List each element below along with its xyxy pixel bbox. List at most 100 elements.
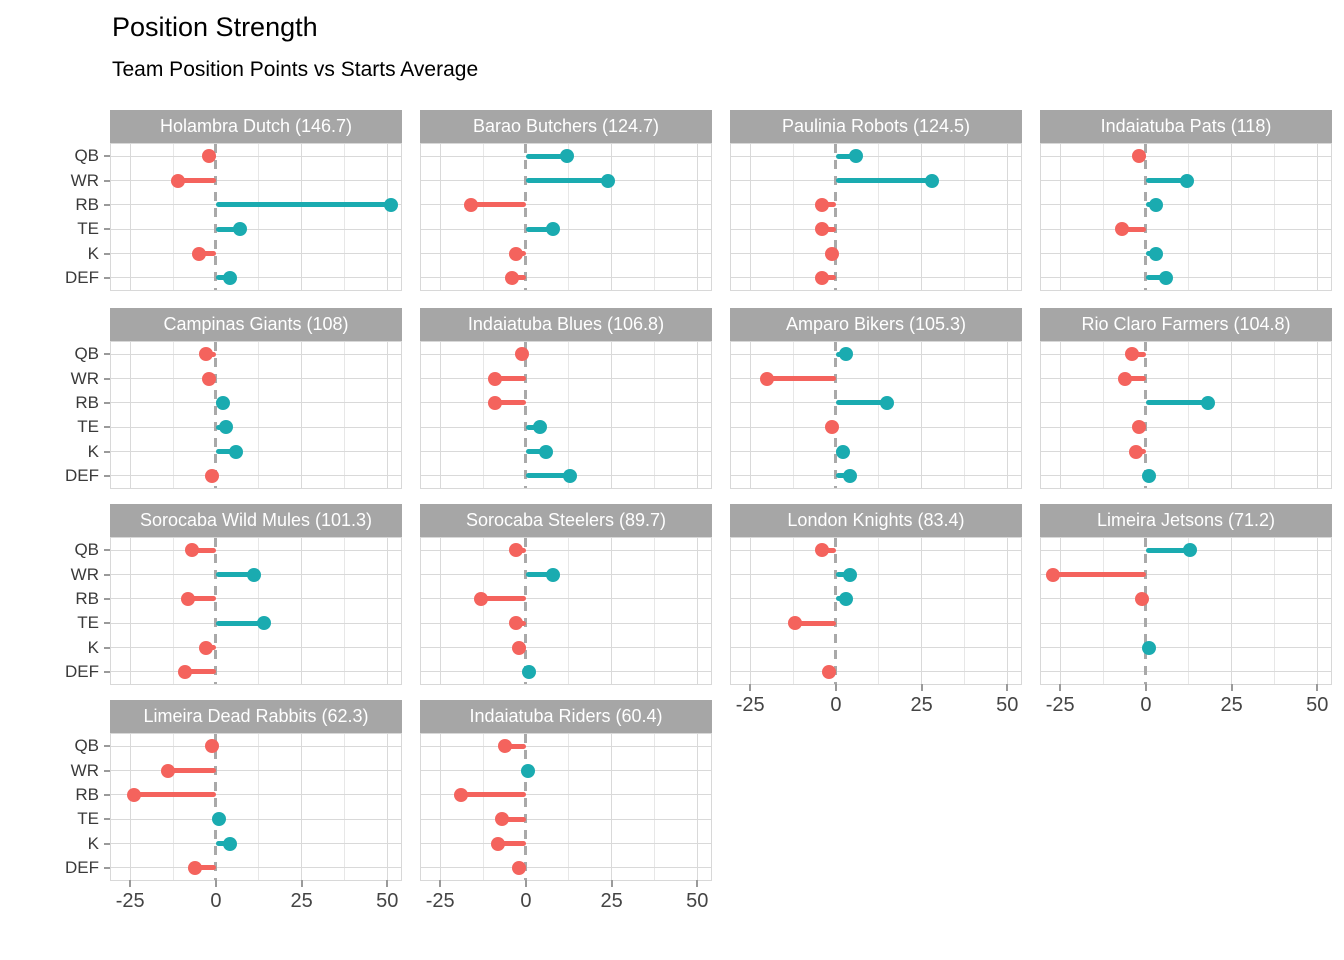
gridline-horizontal	[1041, 451, 1331, 452]
lollipop-stem	[822, 547, 836, 553]
gridline-major-vertical	[1059, 342, 1061, 488]
gridline-major-vertical	[611, 342, 613, 488]
lollipop-point	[181, 591, 196, 606]
lollipop-stem	[1121, 226, 1146, 232]
lollipop-point	[1125, 347, 1140, 362]
y-axis-label: WR	[70, 170, 99, 190]
gridline-major-vertical	[696, 734, 698, 880]
zero-baseline	[524, 538, 528, 684]
gridline-minor-vertical	[482, 734, 484, 880]
lollipop-point	[512, 640, 527, 655]
x-axis-label: 0	[830, 694, 842, 716]
facet: Limeira Jetsons (71.2) -25 0 25 50	[1040, 504, 1332, 716]
x-axis-label: 25	[910, 694, 933, 716]
gridline-horizontal	[111, 818, 401, 820]
y-axis-tick	[104, 401, 110, 404]
gridline-minor-vertical	[653, 538, 655, 684]
lollipop-point	[560, 149, 575, 164]
lollipop-point	[1118, 371, 1133, 386]
lollipop-point	[522, 664, 537, 679]
lollipop-point	[601, 173, 616, 188]
gridline-horizontal	[1041, 426, 1331, 428]
gridline-horizontal	[421, 843, 711, 844]
gridline-horizontal	[111, 598, 401, 600]
lollipop-point	[1149, 246, 1164, 261]
gridline-major-vertical	[696, 342, 698, 488]
y-axis-tick	[104, 769, 110, 772]
y-axis-tick	[104, 228, 110, 231]
gridline-major-vertical	[1231, 342, 1233, 488]
lollipop-stem	[835, 153, 857, 159]
lollipop-point	[924, 173, 939, 188]
zero-baseline	[834, 342, 838, 488]
y-axis-tick	[104, 426, 110, 429]
lollipop-stem	[178, 178, 216, 183]
lollipop-point	[488, 371, 503, 386]
gridline-minor-vertical	[792, 144, 794, 290]
zero-baseline	[834, 538, 838, 684]
gridline-horizontal	[111, 794, 401, 796]
facet-panel: QB WR RB TE K DEF	[65, 537, 402, 685]
lollipop-stem	[1125, 376, 1146, 381]
lollipop-stem	[822, 202, 836, 208]
facet-strip-label: Holambra Dutch (146.7)	[159, 116, 353, 136]
x-axis-tick	[1144, 684, 1147, 691]
y-axis-tick	[104, 450, 110, 453]
lollipop-point	[171, 173, 186, 188]
lollipop-point	[815, 543, 830, 558]
lollipop-point	[222, 836, 237, 851]
gridline-major-vertical	[749, 342, 751, 488]
facet-strip-label: Indaiatuba Riders (60.4)	[469, 706, 663, 726]
facet-strip: Limeira Dead Rabbits (62.3)	[110, 700, 402, 733]
gridline-horizontal	[421, 574, 711, 575]
lollipop-stem	[1145, 178, 1188, 183]
facet: Sorocaba Steelers (89.7)	[420, 504, 712, 685]
lollipop-stem	[133, 792, 216, 798]
lollipop-point	[202, 371, 217, 386]
gridline-minor-vertical	[343, 734, 345, 880]
zero-baseline	[524, 144, 528, 290]
gridline-minor-vertical	[343, 538, 345, 684]
facet-strip: Sorocaba Wild Mules (101.3)	[110, 504, 402, 537]
gridline-major-vertical	[1316, 538, 1318, 684]
lollipop-point	[212, 812, 227, 827]
facet: Holambra Dutch (146.7) QB WR RB TE K DEF	[65, 110, 402, 291]
gridline-minor-vertical	[172, 734, 174, 880]
y-axis-label: K	[87, 833, 99, 853]
gridline-minor-vertical	[172, 342, 174, 488]
lollipop-point	[219, 420, 234, 435]
gridline-major-vertical	[1006, 144, 1008, 290]
gridline-horizontal	[731, 353, 1021, 355]
gridline-major-vertical	[301, 144, 303, 290]
facet-strip-label: Paulinia Robots (124.5)	[781, 116, 971, 136]
y-axis-tick	[104, 549, 110, 552]
y-axis-tick	[104, 646, 110, 649]
gridline-minor-vertical	[1273, 144, 1275, 290]
gridline-major-vertical	[921, 538, 923, 684]
zero-baseline	[834, 144, 838, 290]
gridline-horizontal	[111, 277, 401, 279]
lollipop-stem	[460, 792, 526, 798]
gridline-major-vertical	[439, 144, 441, 290]
gridline-major-vertical	[301, 734, 303, 880]
gridline-minor-vertical	[792, 538, 794, 684]
gridline-horizontal	[1041, 378, 1331, 379]
lollipop-point	[508, 616, 523, 631]
x-axis-tick	[696, 880, 699, 887]
gridline-horizontal	[731, 204, 1021, 206]
lollipop-stem	[481, 596, 526, 602]
lollipop-stem	[822, 275, 836, 281]
facet: Limeira Dead Rabbits (62.3) QB WR RB TE K DEF…	[65, 700, 402, 912]
y-axis-tick	[104, 276, 110, 279]
lollipop-point	[842, 468, 857, 483]
lollipop-point	[488, 395, 503, 410]
gridline-major-vertical	[129, 538, 131, 684]
lollipop-point	[1180, 173, 1195, 188]
lollipop-stem	[498, 841, 526, 846]
lollipop-point	[815, 197, 830, 212]
gridline-horizontal	[111, 843, 401, 844]
gridline-major-vertical	[749, 538, 751, 684]
facet: Indaiatuba Riders (60.4) -25 0 25 50	[420, 700, 712, 912]
lollipop-point	[539, 444, 554, 459]
